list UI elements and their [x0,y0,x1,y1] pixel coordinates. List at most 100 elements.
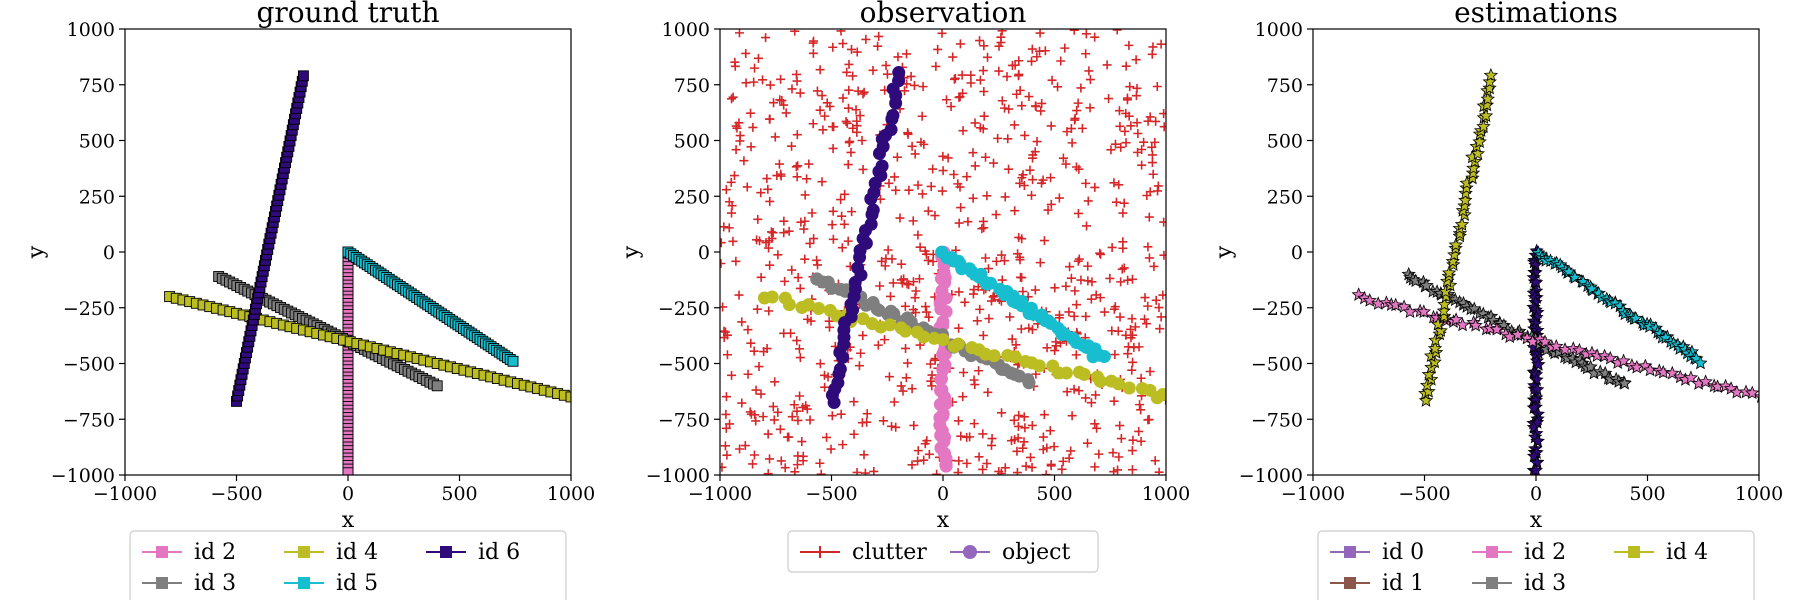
clutter-point [954,323,964,333]
clutter-point [1004,104,1014,114]
clutter-point [1081,29,1091,39]
clutter-point [932,469,942,475]
clutter-point [791,162,801,172]
clutter-point [809,36,819,46]
data-point [1468,318,1483,332]
object-point [875,159,889,173]
clutter-point [818,125,828,135]
data-point [1642,362,1658,377]
clutter-point [1014,69,1024,79]
y-tick-label: 0 [1291,242,1303,264]
clutter-point [847,207,857,217]
object-point [987,349,1001,363]
data-point [1480,91,1495,106]
clutter-point [839,219,849,229]
clutter-point [927,370,937,380]
data-point [1455,317,1470,332]
clutter-point [978,464,988,474]
data-point [1476,119,1491,133]
legend-marker [298,577,310,589]
clutter-point [1107,326,1117,336]
clutter-point [1136,405,1146,415]
clutter-point [891,185,901,195]
clutter-point [1083,276,1093,286]
y-tick-label: −1000 [646,465,710,487]
clutter-point [907,460,917,470]
clutter-point [1071,162,1081,172]
clutter-point [1074,386,1084,396]
clutter-point [768,228,778,238]
clutter-point [728,236,738,246]
clutter-point [773,250,783,260]
clutter-point [815,105,825,115]
legend-entry: clutter [800,540,927,565]
clutter-point [924,312,934,322]
clutter-point [918,82,928,92]
x-tick-label: 0 [1530,483,1542,505]
clutter-point [1126,333,1136,343]
clutter-point [922,307,932,317]
clutter-point [726,177,736,187]
object-point [939,459,953,473]
clutter-point [730,57,740,67]
clutter-point [1090,32,1100,42]
clutter-point [1071,350,1081,360]
y-tick-label: 1000 [67,19,115,41]
clutter-point [1116,434,1126,444]
clutter-point [982,459,992,469]
clutter-point [1013,421,1023,431]
clutter-point [1085,75,1095,85]
clutter-point [815,458,825,468]
clutter-point [813,260,823,270]
clutter-point [962,432,972,442]
clutter-point [1141,319,1151,329]
clutter-point [735,136,745,146]
clutter-point [1136,436,1146,446]
clutter-point [828,234,838,244]
clutter-point [862,417,872,427]
legend-entry: id 2 [1472,540,1566,565]
clutter-point [725,419,735,429]
clutter-point [896,381,906,391]
clutter-point [1013,249,1023,259]
clutter-point [843,236,853,246]
clutter-point [986,440,996,450]
clutter-point [743,369,753,379]
plot-area [1351,67,1759,475]
clutter-point [1057,464,1067,474]
object-point [782,298,796,312]
y-tick-label: −250 [1251,298,1303,320]
object-point [866,203,880,217]
clutter-point [1010,206,1020,216]
clutter-point [827,220,837,230]
clutter-point [1030,147,1040,157]
clutter-point [1140,293,1150,303]
clutter-point [1050,346,1060,356]
clutter-point [1154,467,1164,475]
clutter-point [1019,181,1029,191]
clutter-point [764,243,774,253]
legend: clutter object [787,530,1099,573]
legend-entry: id 1 [1330,571,1424,596]
clutter-point [1110,302,1120,312]
legend-entry: object [950,540,1070,565]
clutter-point [898,386,908,396]
clutter-point [966,78,976,88]
clutter-point [720,302,728,312]
clutter-point [798,402,808,412]
clutter-point [963,217,973,227]
clutter-point [975,75,985,85]
clutter-point [1012,468,1022,475]
clutter-point [795,88,805,98]
clutter-point [1064,453,1074,463]
clutter-point [997,96,1007,106]
clutter-point [1135,400,1145,410]
object-point [939,397,953,411]
object-point [801,298,815,312]
clutter-point [1024,323,1034,333]
clutter-point [1131,55,1141,65]
clutter-point [874,31,884,41]
clutter-point [849,397,859,407]
data-point [1436,303,1451,318]
clutter-point [823,372,833,382]
